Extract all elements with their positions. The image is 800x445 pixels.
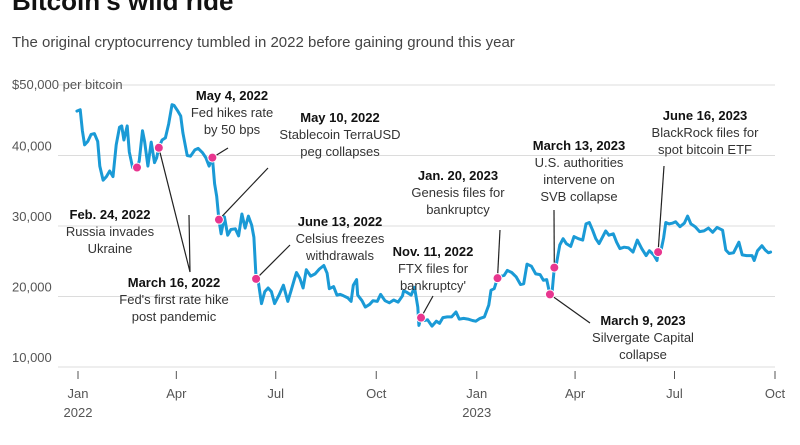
x-tick-label: Oct (366, 386, 387, 401)
annotation-date: May 4, 2022 (196, 88, 268, 103)
annotation-marker (251, 273, 262, 284)
annotation-marker (207, 152, 218, 163)
annotation-text: bankruptcy (426, 202, 490, 217)
y-tick-label: 30,000 (12, 209, 52, 224)
annotation-text: U.S. authorities (535, 155, 624, 170)
annotation-date: March 9, 2023 (600, 313, 685, 328)
x-tick-year: 2023 (462, 405, 491, 420)
annotation-marker (544, 289, 555, 300)
annotation-marker (131, 162, 142, 173)
x-tick-year: 2022 (64, 405, 93, 420)
x-tick-label: Jul (267, 386, 284, 401)
annotation-leader (657, 165, 665, 253)
annotation-text: withdrawals (305, 248, 374, 263)
annotation: June 16, 2023 BlackRock files for spot bit… (652, 108, 760, 157)
annotation-text: Fed hikes rate (191, 105, 273, 120)
annotation-text: peg collapses (300, 144, 380, 159)
y-tick-label: 10,000 (12, 350, 52, 365)
annotation: Jan. 20, 2023 Genesis files for bankruptcy (411, 168, 505, 217)
chart-subtitle: The original cryptocurrency tumbled in 2… (12, 34, 515, 51)
annotation-text: Silvergate Capital (592, 330, 694, 345)
annotation-date: May 10, 2022 (300, 110, 380, 125)
annotation-leader (549, 293, 591, 324)
annotation-leader (158, 147, 191, 273)
x-tick-label: Apr (166, 386, 187, 401)
annotation-text: post pandemic (132, 309, 217, 324)
annotation-date: March 13, 2023 (533, 138, 626, 153)
price-series (75, 103, 773, 328)
annotation: March 16, 2022 Fed's first rate hike post … (119, 275, 228, 324)
annotation-text: collapse (619, 347, 667, 362)
x-tick-label: Jul (666, 386, 683, 401)
annotation-marker (549, 262, 560, 273)
annotation-text: SVB collapse (540, 189, 617, 204)
annotation-text: by 50 bps (204, 122, 261, 137)
x-tick-label: Apr (565, 386, 586, 401)
y-tick-label: 20,000 (12, 280, 52, 295)
x-tick-label: Jan (466, 386, 487, 401)
annotation-marker (492, 273, 503, 284)
x-tick-label: Jan (68, 386, 89, 401)
annotation-date: June 16, 2023 (663, 108, 748, 123)
annotation-marker (416, 312, 427, 323)
annotation-text: Fed's first rate hike (119, 292, 228, 307)
annotation: June 13, 2022 Celsius freezes withdrawals (296, 214, 385, 263)
annotation-text: FTX files for (398, 261, 469, 276)
annotation-text: bankruptcy' (400, 278, 466, 293)
annotation-text: Stablecoin TerraUSD (279, 127, 400, 142)
annotation-text: spot bitcoin ETF (658, 142, 752, 157)
annotation-marker (153, 142, 164, 153)
annotation: May 4, 2022 Fed hikes rate by 50 bps (191, 88, 273, 137)
annotation-markers (131, 142, 664, 323)
annotation-text: Celsius freezes (296, 231, 385, 246)
annotation-leader (496, 229, 501, 279)
axis-ticks: 40,000 30,000 20,000 10,000 Jan 2022 Apr Jul Oct… (12, 139, 785, 421)
annotation: May 10, 2022 Stablecoin TerraUSD peg colla… (279, 110, 400, 159)
annotation-text: intervene on (543, 172, 615, 187)
y-tick-label: 40,000 (12, 139, 52, 154)
x-tick-label: Oct (765, 386, 786, 401)
annotation-text: Ukraine (88, 241, 133, 256)
y-axis-label: $50,000 per bitcoin (12, 77, 123, 92)
series-line-bitcoin (75, 103, 773, 328)
annotation-text: BlackRock files for (652, 125, 760, 140)
annotation-date: Jan. 20, 2023 (418, 168, 498, 183)
annotation-leader (255, 244, 291, 280)
annotation: Feb. 24, 2022 Russia invades Ukraine (66, 207, 155, 256)
annotation-date: Nov. 11, 2022 (393, 244, 474, 259)
annotation-text: Russia invades (66, 224, 155, 239)
annotation-labels: Feb. 24, 2022 Russia invades Ukraine March … (66, 88, 759, 362)
annotation: March 9, 2023 Silvergate Capital collapse (592, 313, 694, 362)
annotation: March 13, 2023 U.S. authorities intervene … (533, 138, 626, 204)
annotation-date: June 13, 2022 (298, 214, 383, 229)
annotation-date: March 16, 2022 (128, 275, 221, 290)
annotation-leader (218, 167, 269, 221)
annotation: Nov. 11, 2022 FTX files for bankruptcy' (393, 244, 474, 293)
chart-title: Bitcoin's wild ride (12, 0, 234, 16)
annotation-date: Feb. 24, 2022 (70, 207, 151, 222)
annotation-marker (213, 214, 224, 225)
annotation-marker (653, 247, 664, 258)
annotation-text: Genesis files for (411, 185, 505, 200)
